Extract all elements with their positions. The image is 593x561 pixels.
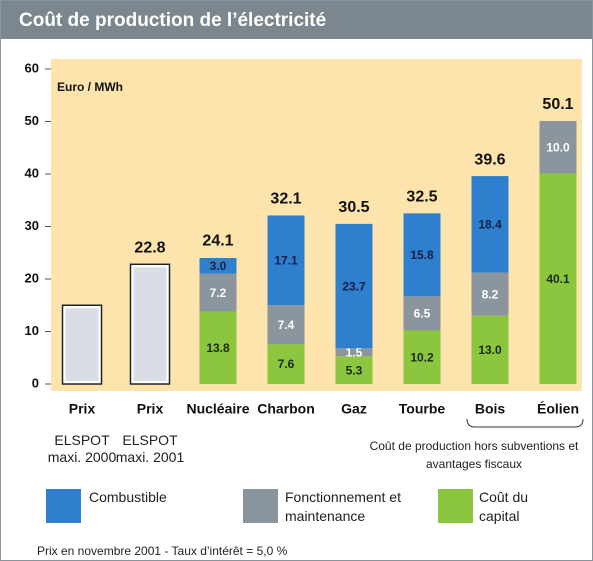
total-label: 39.6 <box>474 151 505 168</box>
x-tick-label: Éolien <box>537 401 579 417</box>
bar-segment <box>471 272 509 316</box>
x-tick-label: Gaz <box>341 401 367 417</box>
footnote: Prix en novembre 2001 - Taux d’intérêt =… <box>37 544 288 558</box>
bracket <box>466 418 584 428</box>
value-label: 40.1 <box>546 272 570 286</box>
legend-swatch <box>46 489 81 523</box>
bar-segment <box>403 330 441 384</box>
price-image <box>65 308 99 381</box>
value-label: 23.7 <box>342 279 366 293</box>
bar-segment <box>403 213 441 297</box>
y-tick-label: 50 <box>25 113 39 128</box>
legend-label: Combustible <box>89 489 167 505</box>
value-label: 13.0 <box>478 343 502 357</box>
price-image <box>133 267 167 381</box>
value-label: 7.6 <box>278 357 295 371</box>
y-tick-label: 60 <box>25 60 39 75</box>
bar-segment <box>335 223 373 349</box>
bar-segment <box>267 305 305 345</box>
bar-segment <box>471 176 509 273</box>
sublabel: ELSPOT maxi. 2000 <box>47 432 117 465</box>
x-tick-label: Bois <box>475 401 506 417</box>
bar-segment <box>335 348 373 357</box>
x-tick-label: Charbon <box>257 401 315 417</box>
value-label: 3.0 <box>210 259 227 273</box>
total-label: 32.5 <box>406 189 437 206</box>
value-label: 17.1 <box>274 254 298 268</box>
bar-segment <box>335 356 373 384</box>
title-bar <box>1 1 592 39</box>
y-tick-label: 20 <box>25 270 39 285</box>
value-label: 13.8 <box>206 341 230 355</box>
legend-swatch <box>243 489 278 523</box>
unit-label: Euro / MWh <box>57 80 123 94</box>
total-label: 24.1 <box>202 233 233 250</box>
value-label: 15.8 <box>410 248 434 262</box>
total-label: 22.8 <box>134 240 165 257</box>
y-tick-label: 10 <box>25 323 39 338</box>
total-label: 50.1 <box>542 96 573 113</box>
bar-segment <box>199 273 237 312</box>
legend-label: Coût du capital <box>479 489 529 524</box>
total-label: 32.1 <box>270 191 301 208</box>
value-label: 18.4 <box>478 218 502 232</box>
chart-title: Coût de production de l’électricité <box>19 10 326 31</box>
sublabel: ELSPOT maxi. 2001 <box>115 432 185 465</box>
y-tick-label: 30 <box>25 218 39 233</box>
bar-segment <box>403 296 441 331</box>
bar-segment <box>199 258 237 274</box>
legend-label: Fonctionnement et maintenance <box>285 489 401 524</box>
bar-segment <box>267 215 305 306</box>
x-tick-label: Tourbe <box>399 401 446 417</box>
value-label: 10.0 <box>546 140 570 154</box>
value-label: 7.4 <box>278 318 295 332</box>
value-label: 8.2 <box>482 287 499 301</box>
x-tick-label: Prix <box>137 401 164 417</box>
value-label: 6.5 <box>414 307 431 321</box>
note: Coût de production hors subventions et a… <box>369 439 579 471</box>
x-tick-label: Nucléaire <box>186 401 249 417</box>
bar-segment <box>471 315 509 384</box>
bar-segment <box>539 120 577 174</box>
value-label: 1.5 <box>346 345 363 359</box>
value-label: 5.3 <box>346 363 363 377</box>
legend-swatch <box>438 489 473 523</box>
y-tick-label: 40 <box>25 165 39 180</box>
bar-segment <box>267 344 305 384</box>
bar-segment <box>199 311 237 384</box>
value-label: 7.2 <box>210 286 227 300</box>
bar-segment <box>539 173 577 384</box>
x-tick-label: Prix <box>69 401 96 417</box>
y-tick-label: 0 <box>32 375 39 390</box>
value-label: 10.2 <box>410 350 434 364</box>
total-label: 30.5 <box>338 199 369 216</box>
